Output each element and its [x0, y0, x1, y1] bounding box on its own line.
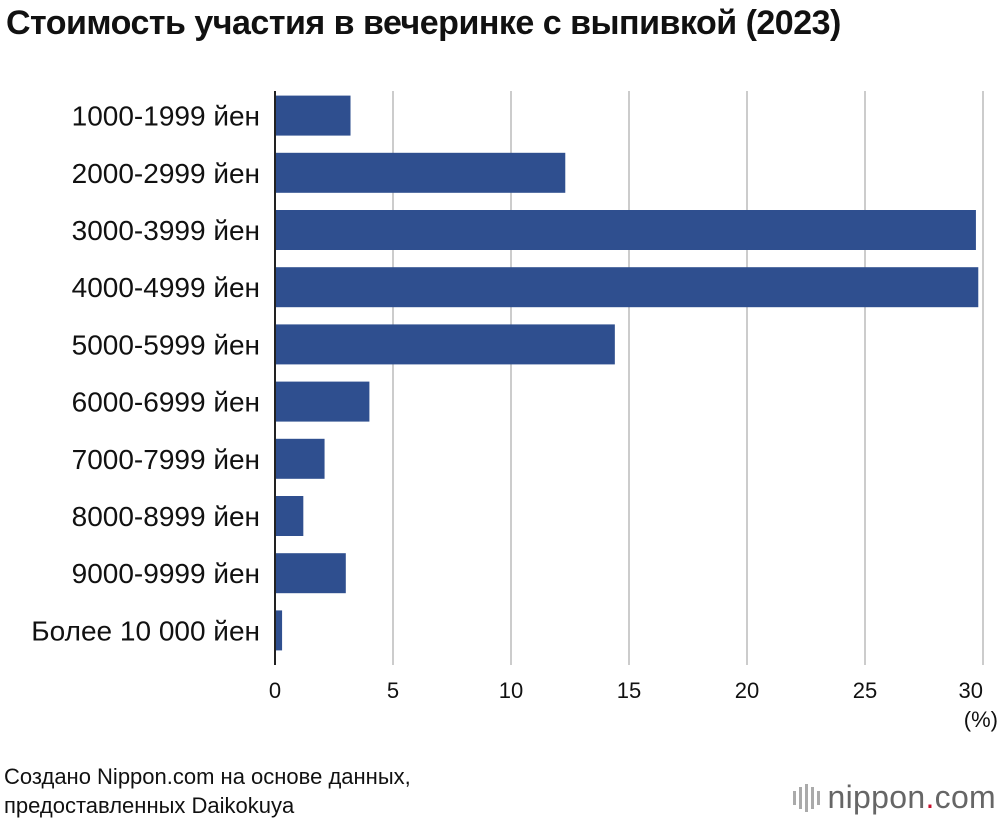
- x-tick-label: 30: [959, 678, 983, 703]
- bar: [275, 267, 979, 308]
- bar: [275, 610, 283, 651]
- category-label: 8000-8999 йен: [72, 501, 260, 532]
- x-unit-label: (%): [964, 707, 998, 732]
- category-label: 3000-3999 йен: [72, 215, 260, 246]
- category-label: 4000-4999 йен: [72, 272, 260, 303]
- logo-bars-icon: [792, 783, 820, 812]
- x-tick-label: 20: [735, 678, 759, 703]
- category-label: 6000-6999 йен: [72, 387, 260, 418]
- x-tick-label: 10: [499, 678, 523, 703]
- bar: [275, 496, 304, 536]
- category-label: 2000-2999 йен: [72, 158, 260, 189]
- logo-suffix: com: [934, 779, 996, 815]
- source-note: Создано Nippon.com на основе данных, пре…: [4, 764, 411, 818]
- category-label: Более 10 000 йен: [31, 615, 260, 646]
- bar: [275, 553, 346, 594]
- logo-name: nippon: [827, 779, 926, 815]
- category-label: 9000-9999 йен: [72, 558, 260, 589]
- x-tick-label: 0: [269, 678, 281, 703]
- bar: [275, 95, 351, 136]
- chart-title: Стоимость участия в вечеринке с выпивкой…: [6, 4, 841, 42]
- category-label: 7000-7999 йен: [72, 444, 260, 475]
- bar-chart: 1000-1999 йен 2000-2999 йен 3000-3999 йен 4…: [31, 91, 998, 732]
- bar: [275, 210, 976, 250]
- bar: [275, 438, 325, 479]
- nippon-logo: nippon. com: [792, 779, 996, 816]
- category-label: 5000-5999 йен: [72, 329, 260, 360]
- x-tick-label: 15: [617, 678, 641, 703]
- x-tick-label: 25: [853, 678, 877, 703]
- x-tick-label: 5: [387, 678, 399, 703]
- bar: [275, 152, 566, 193]
- bar: [275, 381, 370, 422]
- bar: [275, 324, 615, 365]
- category-label: 1000-1999 йен: [72, 101, 260, 132]
- logo-dot: .: [925, 779, 935, 815]
